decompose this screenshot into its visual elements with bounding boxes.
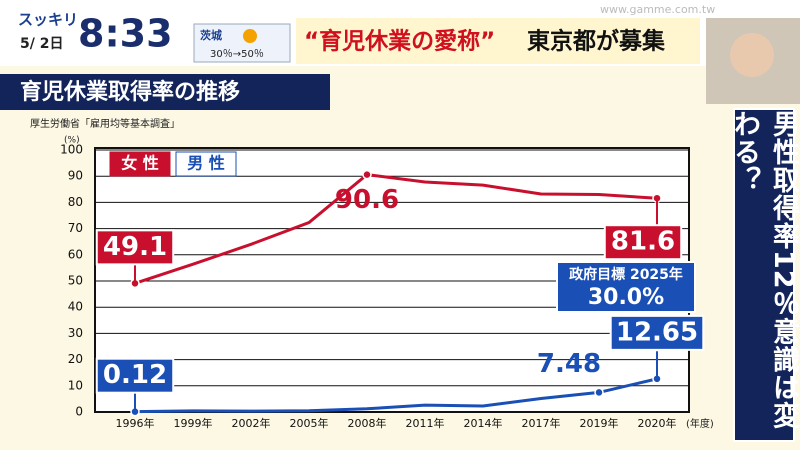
legend-box (109, 151, 171, 177)
y-tick-label: 30 (68, 326, 83, 340)
data-label: 0.12 (103, 360, 167, 390)
weather-place: 茨城 (200, 28, 222, 42)
side-caption: 男性取得率12％意識は変わる？ (729, 108, 799, 442)
x-tick-label: 2011年 (406, 416, 445, 430)
y-tick-label: 10 (68, 378, 83, 392)
date: 5/ 2日 (20, 36, 63, 52)
y-tick-label: 20 (68, 352, 83, 366)
y-tick-label: 80 (68, 195, 83, 209)
target-label: 政府目標 2025年 (569, 266, 683, 283)
y-tick-label: 60 (68, 247, 83, 261)
x-tick-label: 2005年 (290, 416, 329, 430)
y-unit: (%) (64, 136, 80, 146)
heading-bar (0, 74, 330, 110)
headline-quote: “育児休業の愛称” (304, 28, 495, 55)
x-tick-label: 2019年 (580, 416, 619, 430)
data-label: 7.48 (537, 349, 601, 379)
y-tick-label: 50 (68, 274, 83, 288)
source: 厚生労働省「雇用均等基本調査」 (30, 117, 180, 130)
data-label: 49.1 (103, 232, 167, 262)
weather-box (193, 23, 291, 63)
legend-label: 女 性 (121, 154, 159, 173)
watermark: www.gamme.com.tw (600, 3, 715, 16)
data-label: 90.6 (335, 185, 399, 215)
x-unit: (年度) (686, 417, 714, 430)
data-label-box (95, 229, 175, 266)
clock: 8:33 (78, 12, 173, 56)
presenter-face (730, 33, 774, 77)
x-tick-label: 2014年 (464, 416, 503, 430)
target-box (556, 261, 696, 313)
headline-box (296, 18, 700, 64)
x-tick-label: 2017年 (522, 416, 561, 430)
legend-box (175, 151, 237, 177)
x-tick-label: 2008年 (348, 416, 387, 430)
point (594, 387, 604, 398)
headline-rest: 東京都が募集 (527, 28, 666, 55)
y-tick-label: 100 (60, 143, 83, 157)
x-tick-label: 1999年 (174, 416, 213, 430)
point (362, 169, 372, 180)
data-label-box (603, 224, 683, 261)
y-tick-label: 90 (68, 169, 83, 183)
x-tick-label: 2020年 (638, 416, 677, 430)
y-tick-label: 40 (68, 300, 83, 314)
legend-label: 男 性 (187, 154, 225, 173)
series-line (134, 173, 658, 285)
target-value: 30.0% (588, 285, 664, 310)
show-name: スッキリ (18, 11, 78, 29)
x-tick-label: 1996年 (116, 416, 155, 430)
series-line (134, 377, 658, 414)
data-label-box (95, 357, 175, 394)
x-tick-label: 2002年 (232, 416, 271, 430)
data-label: 81.6 (611, 227, 675, 257)
chart-title: 育児休業取得率の推移 (20, 79, 240, 105)
data-label-box (609, 314, 705, 351)
weather-icon (243, 29, 257, 43)
y-tick-label: 70 (68, 221, 83, 235)
data-label: 12.65 (616, 317, 698, 347)
weather-rain: 30％→50％ (210, 49, 264, 60)
y-tick-label: 0 (75, 405, 83, 419)
